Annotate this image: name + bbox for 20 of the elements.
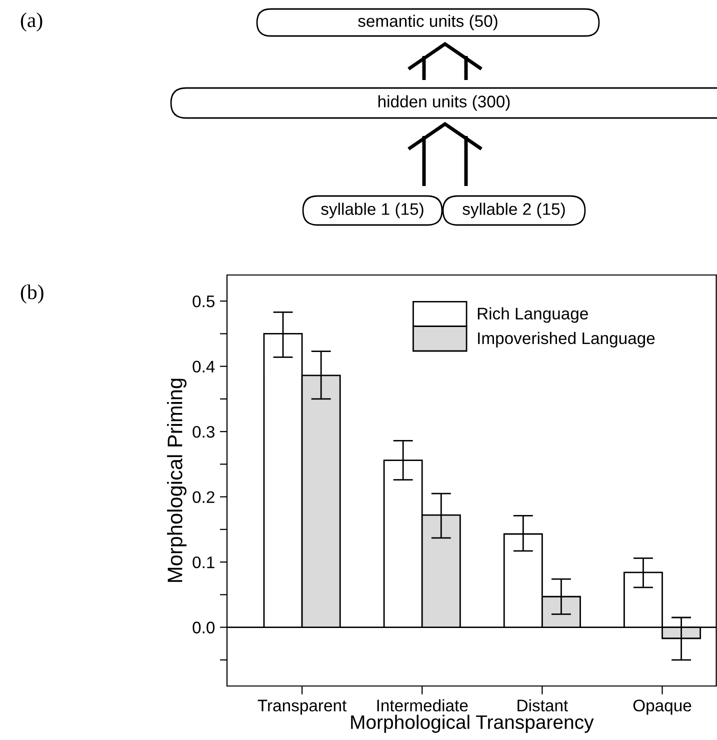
text: hidden units (300) xyxy=(378,95,510,111)
y-tick-label: 0.4 xyxy=(192,360,215,373)
text: (b) xyxy=(20,284,44,304)
x-tick-label: Intermediate xyxy=(377,699,468,712)
x-axis-title: Morphological Transparency xyxy=(351,714,594,733)
text: syllable 1 (15) xyxy=(321,202,424,218)
y-tick-label: 0.5 xyxy=(192,295,214,308)
text: semantic units (50) xyxy=(358,14,498,30)
text: syllable 2 (15) xyxy=(462,202,565,218)
x-tick-label: Transparent xyxy=(258,700,347,715)
y-tick-label: 0.0 xyxy=(192,622,215,634)
x-tick-label: Distant xyxy=(518,699,568,712)
legend-label: Rich Language xyxy=(478,307,588,323)
y-tick-label: 0.3 xyxy=(192,426,214,438)
y-tick-label: 0.2 xyxy=(192,491,214,504)
y-axis-title: Morphological Priming xyxy=(167,378,186,582)
x-tick-label: Opaque xyxy=(633,700,692,715)
legend-label: Impoverished Language xyxy=(478,332,655,348)
y-tick-label: 0.1 xyxy=(192,556,214,568)
text: (a) xyxy=(20,12,42,32)
